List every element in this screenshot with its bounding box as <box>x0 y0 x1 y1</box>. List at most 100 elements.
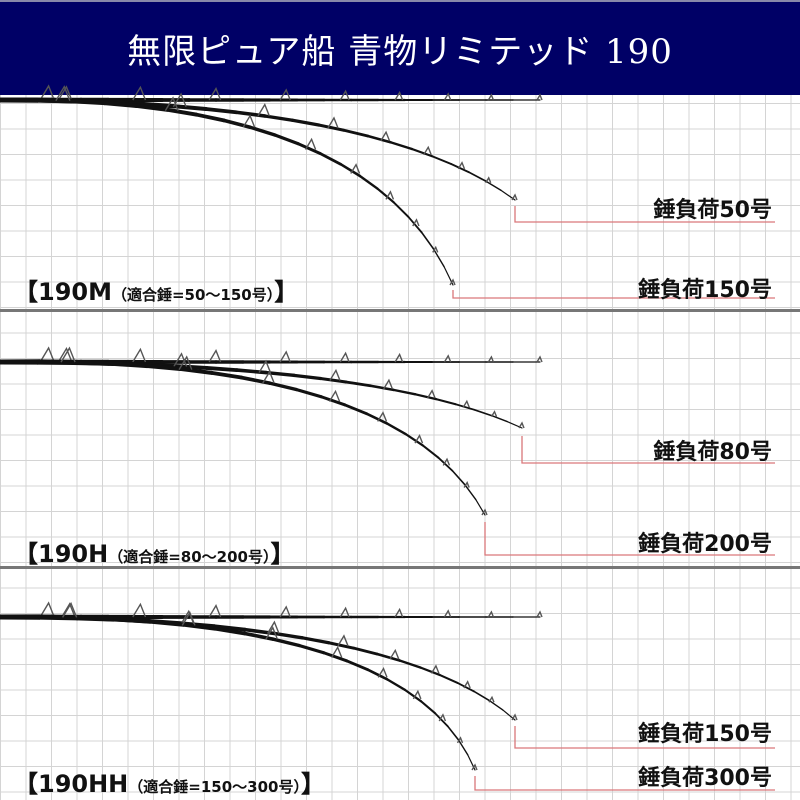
rod-blank <box>398 659 422 669</box>
rod-blank <box>222 118 252 129</box>
rod-blank <box>242 631 275 641</box>
rod-guide-icon <box>385 190 395 200</box>
model-label-190m: 【190M（適合錘=50〜150号）】 <box>14 272 298 307</box>
bracket: 】 <box>300 770 325 798</box>
model-spec: （適合錘=150〜300号） <box>128 778 301 796</box>
rod-blank <box>113 616 153 624</box>
rod-guide-icon <box>164 96 179 111</box>
rod-blank <box>290 118 321 127</box>
rod-guide-icon <box>438 713 447 722</box>
rod-guide-icon <box>485 176 492 184</box>
rod-blank <box>419 666 441 677</box>
rod-blank <box>345 659 370 672</box>
leader-line <box>484 522 775 556</box>
rod-guide-icon <box>463 680 471 689</box>
rod-blank <box>450 163 470 174</box>
rod-blank <box>366 134 392 144</box>
rod-guide-icon <box>39 84 55 101</box>
rod-blank <box>484 180 502 191</box>
rod-blank <box>273 133 300 146</box>
rod-guide-icon <box>60 602 76 619</box>
rod-blank <box>204 366 239 372</box>
rod-guide-icon <box>511 193 518 201</box>
section-divider <box>0 309 800 312</box>
rod-blank <box>392 201 410 218</box>
rod-blank <box>213 626 247 636</box>
rod-blank <box>403 688 423 703</box>
rod-guide-icon <box>536 610 543 618</box>
rod-blank <box>488 699 504 711</box>
load-label: 錘負荷200号 <box>638 532 772 557</box>
rod-guide-icon <box>262 370 275 384</box>
leader-line <box>521 436 775 464</box>
rod-blank <box>68 98 107 106</box>
rod-guide-icon <box>328 389 341 402</box>
rod-guide-icon <box>339 351 350 363</box>
rod-blank <box>342 128 370 138</box>
rod-blank <box>339 162 362 178</box>
rod-blank <box>296 142 322 155</box>
model-label-190h: 【190H（適合錘=80〜200号）】 <box>14 534 294 569</box>
rod-blank <box>410 147 434 158</box>
rod-blank <box>194 112 226 123</box>
rod-guide-icon <box>39 346 55 363</box>
leader-line <box>514 726 775 749</box>
rod-blank <box>297 643 326 655</box>
leader-line <box>452 290 775 299</box>
rod-guide-icon <box>412 689 422 700</box>
rod-blank <box>74 359 116 366</box>
rod-guide-icon <box>265 626 279 640</box>
rod-blank <box>366 668 389 681</box>
rod-blank <box>389 141 414 151</box>
rod-blank <box>352 646 379 656</box>
rod-blank <box>473 408 493 417</box>
rod-guide-icon <box>132 85 147 101</box>
rod-guide-icon <box>132 347 147 363</box>
rod-guide-icon <box>279 88 291 101</box>
rod-guide-icon <box>208 87 222 101</box>
rod-guide-icon <box>443 354 452 363</box>
rod-blank <box>358 174 379 190</box>
rod-guide-icon <box>242 114 256 128</box>
model-name: 【190HH <box>14 770 129 798</box>
rod-blank <box>407 215 423 234</box>
rod-guide-icon <box>339 89 350 101</box>
rod-blank <box>437 456 454 472</box>
rod-blank <box>490 414 508 423</box>
rod-guide-icon <box>430 664 440 674</box>
rod-blank <box>404 432 424 447</box>
leader-line <box>514 206 775 223</box>
rod-guide-icon <box>443 92 452 101</box>
load-label: 錘負荷150号 <box>638 722 772 747</box>
rod-guide-icon <box>412 218 420 227</box>
rod-guide-icon <box>172 92 187 108</box>
load-label: 錘負荷150号 <box>638 278 772 303</box>
rod-blank <box>292 373 323 381</box>
rod-guide-icon <box>258 359 272 373</box>
rod-blank <box>36 359 80 365</box>
model-spec: （適合錘=50〜150号） <box>111 286 275 304</box>
rod-blank <box>234 110 267 118</box>
rod-blank <box>110 361 150 369</box>
model-name: 【190M <box>14 278 112 306</box>
rod-guide-icon <box>414 434 424 444</box>
rod-blank <box>432 248 445 268</box>
rod-guide-icon <box>457 161 466 170</box>
rod-guide-icon <box>173 352 188 367</box>
rod-guide-icon <box>57 85 73 102</box>
grid-background <box>0 95 800 800</box>
rod-guide-icon <box>327 116 339 129</box>
rod-guide-icon <box>339 606 350 618</box>
rod-blank <box>446 725 460 741</box>
rod-guide-icon <box>350 163 361 174</box>
rod-blank <box>376 652 401 662</box>
rod-blank <box>435 398 457 406</box>
rod-guide-icon <box>57 346 73 363</box>
rod-blank <box>317 123 346 132</box>
rod-guide-icon <box>490 410 498 418</box>
rod-blank <box>271 637 301 648</box>
rod-guide-icon <box>394 607 404 618</box>
rod-guide-icon <box>257 103 271 117</box>
rod-guide-icon <box>39 601 55 618</box>
rod-guide-icon <box>536 355 543 363</box>
